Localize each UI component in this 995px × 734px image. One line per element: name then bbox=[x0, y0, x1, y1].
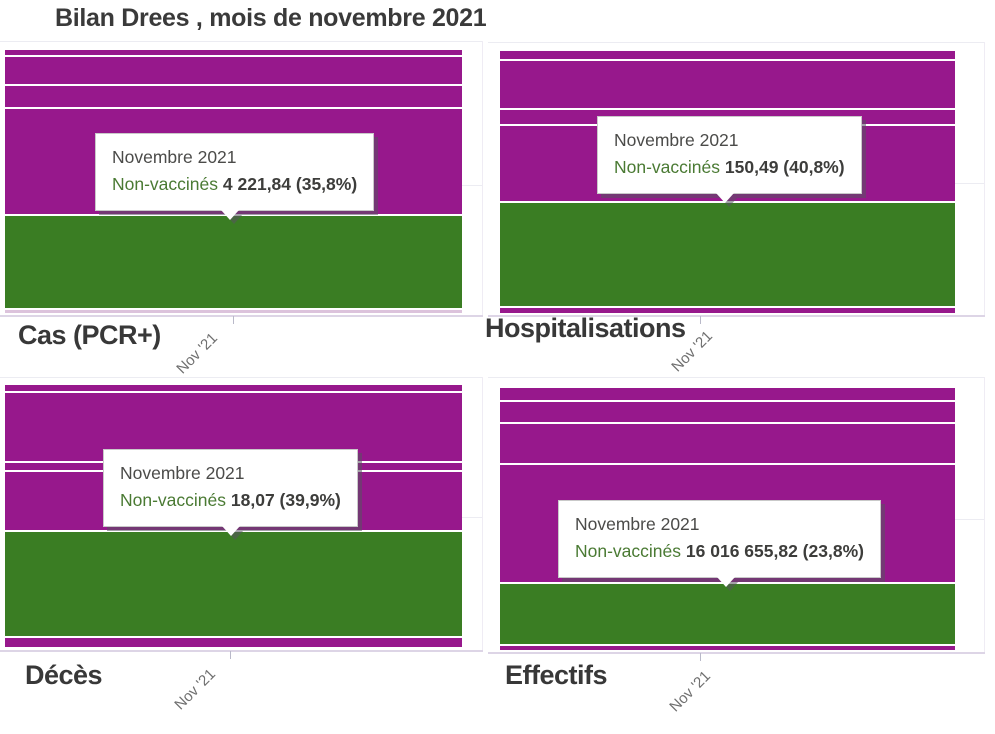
bar-segment-magenta bbox=[500, 402, 955, 422]
tooltip-value: 150,49 (40,8%) bbox=[724, 157, 845, 177]
chart-title: Décès bbox=[25, 660, 103, 690]
x-axis-line bbox=[488, 652, 985, 654]
tooltip: Novembre 2021 Non-vaccinés 4 221,84 (35,… bbox=[95, 133, 375, 220]
stacked-bar[interactable] bbox=[5, 50, 462, 313]
gridline-mid bbox=[955, 183, 984, 184]
bar-segment-green bbox=[500, 584, 955, 644]
tooltip-series-label: Non-vaccinés bbox=[112, 174, 219, 194]
bar-segment-magenta bbox=[500, 61, 955, 108]
gridline-top bbox=[488, 42, 985, 43]
axis-tick bbox=[700, 316, 701, 324]
tooltip: Novembre 2021 Non-vaccinés 16 016 655,82… bbox=[558, 500, 881, 587]
x-axis-line bbox=[0, 315, 483, 317]
x-axis-line bbox=[488, 315, 985, 317]
tooltip-arrow bbox=[716, 193, 734, 203]
bar-segment-green bbox=[5, 216, 462, 308]
tooltip-series-label: Non-vaccinés bbox=[614, 157, 721, 177]
bar-segment-green bbox=[500, 203, 955, 306]
chart-title: Cas (PCR+) bbox=[18, 320, 161, 350]
tooltip-value: 16 016 655,82 (23,8%) bbox=[685, 541, 864, 561]
bar-segment-magenta bbox=[5, 50, 462, 55]
tooltip-value-row: Non-vaccinés 4 221,84 (35,8%) bbox=[112, 171, 357, 198]
chart-title: Effectifs bbox=[505, 660, 608, 690]
bar-segment-magenta bbox=[500, 51, 955, 59]
chart-title: Hospitalisations bbox=[485, 313, 686, 343]
page-title: Bilan Drees , mois de novembre 2021 bbox=[55, 4, 487, 32]
tooltip-value: 18,07 (39,9%) bbox=[230, 490, 341, 510]
bar-segment-magenta bbox=[5, 638, 462, 647]
x-tick-label: Nov '21 bbox=[173, 329, 222, 378]
bar-segment-magenta bbox=[500, 646, 955, 650]
tooltip-date: Novembre 2021 bbox=[575, 514, 700, 534]
tooltip-date: Novembre 2021 bbox=[120, 463, 245, 483]
gridline-top bbox=[488, 377, 985, 378]
axis-tick bbox=[233, 316, 234, 324]
x-tick-label: Nov '21 bbox=[171, 665, 220, 714]
gridline-right bbox=[482, 41, 483, 315]
tooltip-date: Novembre 2021 bbox=[614, 130, 739, 150]
gridline-top bbox=[0, 377, 483, 378]
tooltip-arrow bbox=[222, 526, 240, 536]
gridline-right bbox=[482, 377, 483, 650]
tooltip-arrow bbox=[221, 210, 239, 220]
bar-segment-green bbox=[5, 532, 462, 636]
gridline-right bbox=[984, 42, 985, 315]
tooltip: Novembre 2021 Non-vaccinés 150,49 (40,8%… bbox=[597, 116, 862, 203]
tooltip-value: 4 221,84 (35,8%) bbox=[222, 174, 358, 194]
tooltip-arrow bbox=[717, 577, 735, 587]
tooltip: Novembre 2021 Non-vaccinés 18,07 (39,9%) bbox=[103, 449, 358, 536]
tooltip-series-label: Non-vaccinés bbox=[120, 490, 227, 510]
bar-segment-light bbox=[5, 310, 462, 313]
tooltip-value-row: Non-vaccinés 150,49 (40,8%) bbox=[614, 154, 845, 181]
bar-segment-magenta bbox=[500, 308, 955, 313]
tooltip-value-row: Non-vaccinés 16 016 655,82 (23,8%) bbox=[575, 538, 864, 565]
axis-tick bbox=[700, 653, 701, 661]
axis-tick bbox=[230, 651, 231, 659]
tooltip-value-row: Non-vaccinés 18,07 (39,9%) bbox=[120, 487, 341, 514]
bar-segment-magenta bbox=[500, 424, 955, 463]
gridline-mid bbox=[462, 517, 483, 518]
gridline-mid bbox=[462, 185, 483, 186]
x-axis-line bbox=[0, 650, 483, 652]
bar-segment-magenta bbox=[5, 385, 462, 391]
bar-segment-magenta bbox=[500, 388, 955, 400]
gridline-mid bbox=[955, 519, 984, 520]
gridline-right bbox=[984, 377, 985, 652]
bar-segment-magenta bbox=[5, 57, 462, 84]
x-tick-label: Nov '21 bbox=[666, 667, 715, 716]
tooltip-date: Novembre 2021 bbox=[112, 147, 237, 167]
bar-segment-magenta bbox=[5, 86, 462, 107]
gridline-top bbox=[0, 41, 483, 42]
tooltip-series-label: Non-vaccinés bbox=[575, 541, 682, 561]
